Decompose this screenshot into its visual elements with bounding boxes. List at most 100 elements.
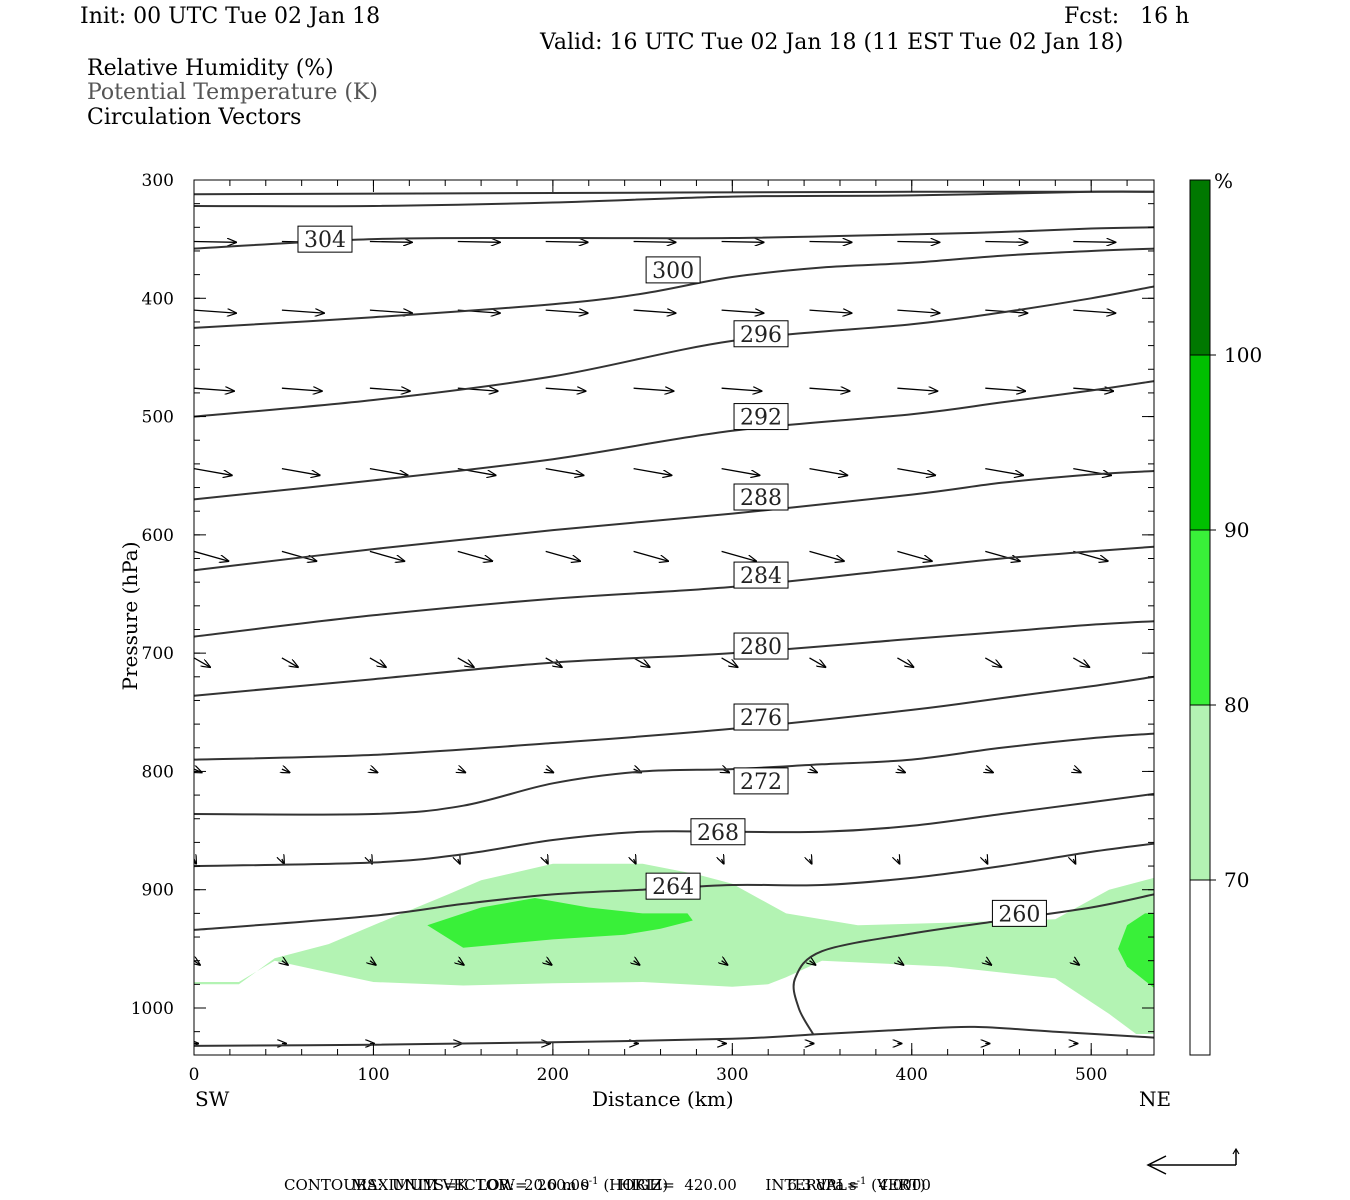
colorbar-band-1 bbox=[1190, 355, 1210, 530]
colorbar-label-80: 80 bbox=[1224, 693, 1249, 717]
vector-8-0 bbox=[194, 961, 200, 965]
vector-3-0 bbox=[194, 467, 232, 476]
contour-label-292: 292 bbox=[733, 403, 789, 431]
contour-label-text: 276 bbox=[740, 706, 782, 731]
contour-label-box bbox=[690, 818, 746, 846]
contour-label-box bbox=[733, 767, 789, 795]
y-tick-label-700: 700 bbox=[142, 644, 174, 664]
vector-4-0 bbox=[194, 550, 228, 561]
max-vector-vert-line: 6.3 dPa s-1 (VERT) bbox=[778, 1158, 926, 1193]
y-tick-label-400: 400 bbox=[142, 289, 174, 309]
y-tick-label-600: 600 bbox=[142, 526, 174, 546]
contour-label-text: 304 bbox=[304, 228, 346, 253]
contour-label-box bbox=[297, 225, 353, 253]
vector-1-5 bbox=[633, 310, 676, 313]
colorbar-band-3 bbox=[1190, 705, 1210, 880]
circulation-vectors bbox=[194, 242, 1115, 1044]
vector-0-5 bbox=[633, 242, 676, 243]
x-tick-label-500: 500 bbox=[1075, 1065, 1107, 1085]
vector-3-7 bbox=[809, 467, 848, 476]
contour-label-box bbox=[733, 483, 789, 511]
contour-label-304: 304 bbox=[297, 225, 353, 253]
x-tick-label-100: 100 bbox=[357, 1065, 389, 1085]
valid-time: Valid: 16 UTC Tue 02 Jan 18 (11 EST Tue … bbox=[540, 30, 1124, 55]
contour-label-text: 300 bbox=[652, 259, 694, 284]
vector-2-5 bbox=[633, 388, 674, 391]
vector-8-2 bbox=[370, 961, 376, 965]
vector-6-7 bbox=[810, 769, 818, 772]
colorbar: 100 90 80 70% bbox=[1189, 169, 1262, 1056]
vector-5-2 bbox=[369, 657, 386, 667]
contour-label-text: 284 bbox=[740, 564, 782, 589]
vector-6-8 bbox=[897, 769, 905, 772]
theta-contour-276-5 bbox=[194, 675, 1154, 761]
x-right-label: NE bbox=[1139, 1087, 1172, 1111]
vector-8-10 bbox=[1073, 961, 1079, 965]
contour-label-box bbox=[733, 703, 789, 731]
init-time: Init: 00 UTC Tue 02 Jan 18 bbox=[80, 4, 381, 29]
vector-6-4 bbox=[546, 769, 554, 772]
vector-2-6 bbox=[721, 388, 762, 391]
legend-theta: Potential Temperature (K) bbox=[87, 80, 378, 105]
colorbar-label-70: 70 bbox=[1224, 868, 1249, 892]
forecast-hour: Fcst: 16 h bbox=[1064, 4, 1190, 29]
vector-6-9 bbox=[985, 769, 993, 772]
y-tick-label-500: 500 bbox=[142, 408, 174, 428]
contour-label-text: 260 bbox=[998, 902, 1040, 927]
vector-3-5 bbox=[633, 467, 672, 476]
vector-1-1 bbox=[281, 310, 324, 313]
theta-contour-280-6 bbox=[194, 620, 1154, 697]
vector-5-9 bbox=[984, 657, 1001, 667]
vector-8-5 bbox=[634, 961, 640, 965]
vector-4-9 bbox=[985, 550, 1020, 561]
vector-7-5 bbox=[634, 859, 636, 864]
contour-label-272: 272 bbox=[733, 767, 789, 795]
contour-label-box bbox=[645, 872, 701, 900]
vector-2-2 bbox=[369, 388, 410, 391]
contour-label-text: 292 bbox=[740, 406, 782, 431]
x-axis-label: Distance (km) bbox=[592, 1087, 734, 1111]
plot-frame bbox=[193, 179, 1155, 1056]
colorbar-label-90: 90 bbox=[1224, 518, 1249, 542]
vector-2-0 bbox=[194, 388, 234, 391]
x-left-label: SW bbox=[195, 1087, 230, 1111]
vector-0-9 bbox=[985, 242, 1027, 243]
x-tick-label-200: 200 bbox=[537, 1065, 569, 1085]
colorbar-frame bbox=[1189, 179, 1211, 1056]
colorbar-band-4 bbox=[1190, 880, 1210, 1055]
vector-3-4 bbox=[545, 467, 584, 476]
vector-4-7 bbox=[809, 550, 844, 561]
vector-1-0 bbox=[194, 310, 236, 313]
vector-8-3 bbox=[458, 961, 464, 965]
max-vector-vert-unit: (VERT) bbox=[871, 1176, 926, 1194]
vector-0-8 bbox=[897, 242, 939, 243]
vector-2-9 bbox=[985, 388, 1025, 391]
vector-4-8 bbox=[897, 550, 931, 561]
vector-5-3 bbox=[457, 657, 474, 667]
vector-8-4 bbox=[546, 961, 552, 965]
x-tick-label-0: 0 bbox=[189, 1065, 200, 1085]
vector-5-6 bbox=[721, 657, 738, 667]
rh-region-80-1 bbox=[427, 898, 693, 948]
contour-label-text: 288 bbox=[740, 486, 782, 511]
vector-7-8 bbox=[897, 859, 899, 864]
vector-3-1 bbox=[281, 467, 320, 476]
vector-4-2 bbox=[369, 550, 404, 561]
vector-5-8 bbox=[897, 657, 913, 667]
theta-contours bbox=[194, 190, 1154, 1047]
contour-label-300: 300 bbox=[645, 256, 701, 284]
vector-3-8 bbox=[897, 467, 935, 476]
x-tick-label-300: 300 bbox=[716, 1065, 748, 1085]
axes: 0 100 200 300 400 500 300 400 500 600 700 800 900 100… bbox=[131, 171, 1154, 1085]
vector-2-4 bbox=[545, 388, 586, 391]
vector-6-1 bbox=[282, 769, 290, 772]
vector-2-7 bbox=[809, 388, 850, 391]
contour-label-text: 264 bbox=[652, 875, 694, 900]
vector-8-8 bbox=[897, 961, 903, 965]
vector-4-3 bbox=[457, 550, 492, 561]
vector-7-4 bbox=[546, 859, 548, 864]
y-tick-label-800: 800 bbox=[142, 762, 174, 782]
legend-rh: Relative Humidity (%) bbox=[87, 56, 334, 81]
y-tick-label-900: 900 bbox=[142, 881, 174, 901]
vector-5-0 bbox=[194, 657, 210, 667]
